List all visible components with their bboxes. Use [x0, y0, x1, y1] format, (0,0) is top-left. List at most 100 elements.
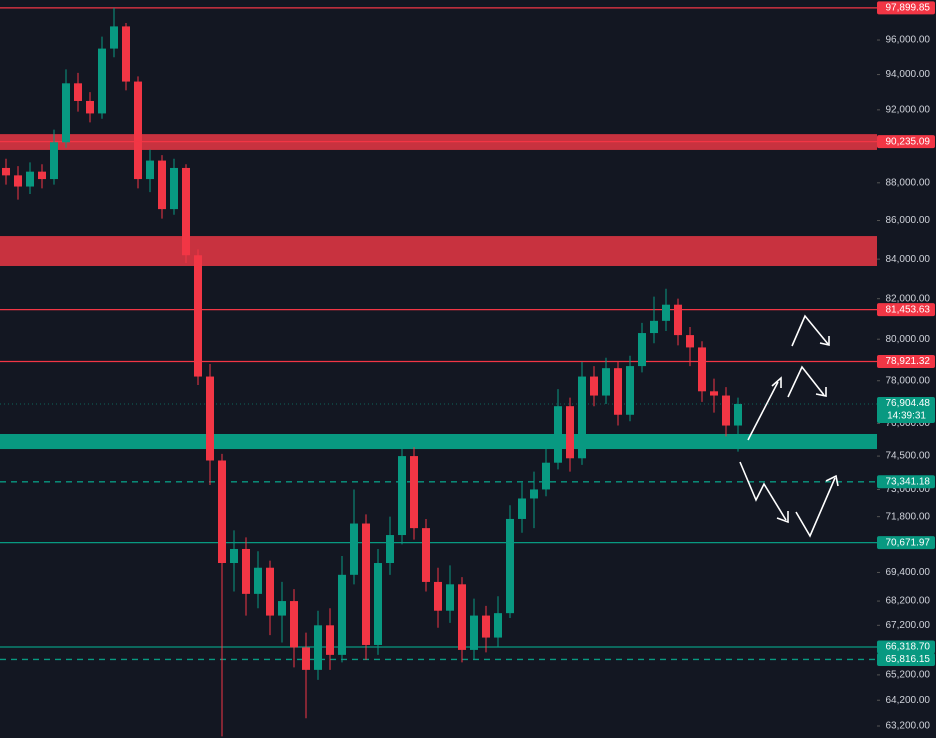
- levels: [0, 7, 877, 661]
- candle-body: [662, 304, 670, 321]
- candle-body: [170, 167, 178, 210]
- candle-body: [602, 368, 610, 396]
- candle-body: [254, 567, 262, 594]
- candle-body: [386, 535, 394, 564]
- candle-body: [434, 581, 442, 611]
- price-axis: 96,000.00 94,000.00 92,000.00 88,000.00 86,0…: [877, 35, 930, 732]
- candle-body: [338, 574, 346, 655]
- y-tick-label: 94,000.00: [886, 69, 931, 80]
- level-label: 73,341.18: [886, 476, 931, 487]
- y-tick-label: 64,200.00: [886, 695, 931, 706]
- candle-body: [158, 160, 166, 210]
- level-label-box: [877, 303, 935, 317]
- candle-body: [422, 528, 430, 582]
- level-label-box: [877, 536, 935, 550]
- candle-body: [470, 615, 478, 650]
- candle-body: [650, 320, 658, 334]
- level-label-box: [877, 135, 935, 149]
- candle-body: [182, 167, 190, 256]
- candle-body: [14, 175, 22, 187]
- candle-body: [554, 406, 562, 463]
- y-tick-label: 88,000.00: [886, 177, 931, 188]
- candle-body: [242, 548, 250, 594]
- candle-body: [134, 81, 142, 180]
- arrow-head: [825, 474, 839, 487]
- candle-body: [266, 567, 274, 616]
- candles: [2, 7, 742, 737]
- candle-body: [26, 171, 34, 187]
- arrow: [747, 381, 779, 441]
- candle-body: [290, 601, 298, 648]
- candle-body: [374, 563, 382, 645]
- candle-body: [734, 403, 742, 426]
- y-tick-label: 69,400.00: [886, 567, 931, 578]
- candle-body: [722, 395, 730, 426]
- candle-body: [482, 615, 490, 638]
- arrow-head: [771, 376, 782, 388]
- zone: [0, 236, 877, 266]
- candle-body: [506, 518, 514, 614]
- y-tick-label: 92,000.00: [886, 104, 931, 115]
- candle-body: [686, 335, 694, 348]
- y-tick-label: 76,000.00: [886, 418, 931, 429]
- y-tick-label: 78,000.00: [886, 375, 931, 386]
- level-label: 78,921.32: [886, 356, 931, 367]
- y-tick-label: 63,200.00: [886, 721, 931, 732]
- candle-body: [122, 26, 130, 82]
- candle-body: [194, 255, 202, 377]
- arrow: [791, 314, 829, 347]
- arrow-head: [815, 387, 827, 397]
- arrow: [739, 461, 787, 521]
- candle-body: [278, 601, 286, 616]
- y-tick-label: 65,200.00: [886, 670, 931, 681]
- level-label: 81,453.63: [886, 304, 931, 315]
- candle-body: [566, 406, 574, 459]
- candle-body: [494, 613, 502, 638]
- candle-body: [614, 368, 622, 415]
- arrow: [795, 477, 836, 538]
- y-tick-label: 68,200.00: [886, 596, 931, 607]
- level-label-box: [877, 652, 935, 666]
- level-label: 70,671.97: [886, 537, 931, 548]
- candle-body: [530, 489, 538, 499]
- candle-body: [542, 462, 550, 490]
- candle-body: [110, 26, 118, 49]
- candle-body: [578, 376, 586, 459]
- projection-arrows: [739, 314, 839, 538]
- candle-body: [326, 625, 334, 655]
- candle-body: [590, 376, 598, 396]
- y-tick-label: 67,200.00: [886, 620, 931, 631]
- candle-body: [410, 456, 418, 529]
- arrow-head: [776, 511, 789, 524]
- candle-body: [86, 100, 94, 114]
- candle-body: [710, 391, 718, 396]
- candle-body: [230, 548, 238, 564]
- candle-body: [146, 160, 154, 180]
- y-tick-label: 71,800.00: [886, 511, 931, 522]
- candle-body: [638, 333, 646, 367]
- arrow: [787, 365, 825, 398]
- candle-body: [398, 456, 406, 536]
- candle-body: [74, 83, 82, 101]
- y-tick-label: 73,000.00: [886, 484, 931, 495]
- countdown: 14:39:31: [887, 411, 926, 422]
- candle-body: [626, 366, 634, 415]
- level-label-box: [877, 475, 935, 489]
- candle-body: [698, 347, 706, 392]
- y-tick-label: 86,000.00: [886, 215, 931, 226]
- level-label-box: [877, 640, 935, 654]
- level-label: 97,899.85: [886, 3, 931, 14]
- zone: [0, 433, 877, 450]
- y-tick-label: 84,000.00: [886, 254, 931, 265]
- candle-body: [2, 167, 10, 176]
- y-tick-label: 80,000.00: [886, 334, 931, 345]
- y-tick-label: 74,500.00: [886, 451, 931, 462]
- candle-body: [62, 83, 70, 143]
- candle-body: [458, 584, 466, 650]
- candle-body: [302, 647, 310, 670]
- candle-body: [50, 142, 58, 180]
- y-tick-label: 82,000.00: [886, 293, 931, 304]
